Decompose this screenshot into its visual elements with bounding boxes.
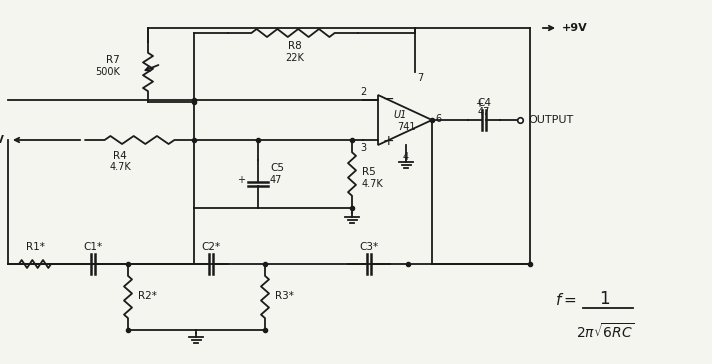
Text: R3*: R3* bbox=[275, 291, 294, 301]
Text: 4.7K: 4.7K bbox=[362, 179, 384, 189]
Text: R5: R5 bbox=[362, 167, 376, 177]
Text: 741: 741 bbox=[397, 122, 415, 132]
Text: R8: R8 bbox=[288, 41, 302, 51]
Text: 500K: 500K bbox=[95, 67, 120, 77]
Text: C4: C4 bbox=[477, 98, 491, 108]
Text: R1*: R1* bbox=[26, 242, 44, 252]
Text: 2: 2 bbox=[360, 87, 366, 97]
Text: R4: R4 bbox=[113, 151, 127, 161]
Text: +9V: +9V bbox=[562, 23, 587, 33]
Text: $2\pi\sqrt{6RC}$: $2\pi\sqrt{6RC}$ bbox=[576, 322, 634, 341]
Text: 7: 7 bbox=[417, 73, 423, 83]
Text: 47: 47 bbox=[270, 175, 283, 185]
Text: OUTPUT: OUTPUT bbox=[528, 115, 573, 125]
Text: R2*: R2* bbox=[138, 291, 157, 301]
Text: C3*: C3* bbox=[360, 242, 379, 252]
Text: $f=$: $f=$ bbox=[555, 292, 577, 308]
Text: C2*: C2* bbox=[201, 242, 221, 252]
Text: R7: R7 bbox=[106, 55, 120, 65]
Text: 6: 6 bbox=[435, 114, 441, 124]
Text: +: + bbox=[237, 175, 245, 185]
Text: 22K: 22K bbox=[286, 53, 305, 63]
Text: 4.7K: 4.7K bbox=[109, 162, 131, 172]
Text: +: + bbox=[475, 99, 483, 109]
Text: −: − bbox=[382, 92, 394, 106]
Text: 3: 3 bbox=[360, 143, 366, 153]
Text: +: + bbox=[382, 134, 394, 148]
Text: 47: 47 bbox=[478, 107, 490, 117]
Text: 4: 4 bbox=[403, 152, 409, 162]
Text: C5: C5 bbox=[270, 163, 284, 173]
Text: C1*: C1* bbox=[83, 242, 103, 252]
Text: +9V: +9V bbox=[0, 135, 5, 145]
Text: U1: U1 bbox=[393, 110, 407, 120]
Text: $1$: $1$ bbox=[600, 290, 611, 308]
